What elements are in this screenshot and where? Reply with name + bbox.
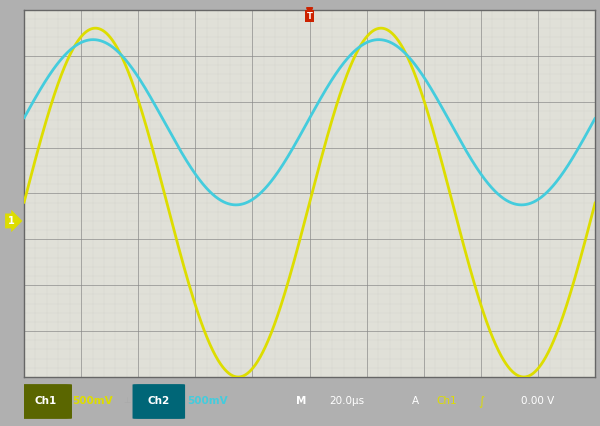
- Text: Ch1: Ch1: [436, 396, 457, 406]
- Text: T: T: [307, 12, 313, 20]
- Text: Ch1: Ch1: [35, 396, 57, 406]
- Text: 20.0µs: 20.0µs: [329, 396, 365, 406]
- FancyBboxPatch shape: [133, 384, 185, 419]
- Text: ∫: ∫: [478, 394, 484, 407]
- Text: M: M: [296, 396, 306, 406]
- Text: 500mV: 500mV: [187, 396, 227, 406]
- Text: 1: 1: [8, 216, 14, 226]
- Text: ⊥: ⊥: [123, 396, 130, 405]
- Text: 0.00 V: 0.00 V: [521, 396, 555, 406]
- Text: A: A: [412, 396, 419, 406]
- FancyBboxPatch shape: [19, 384, 72, 419]
- Text: Ch2: Ch2: [148, 396, 170, 406]
- Text: 500mV: 500mV: [73, 396, 113, 406]
